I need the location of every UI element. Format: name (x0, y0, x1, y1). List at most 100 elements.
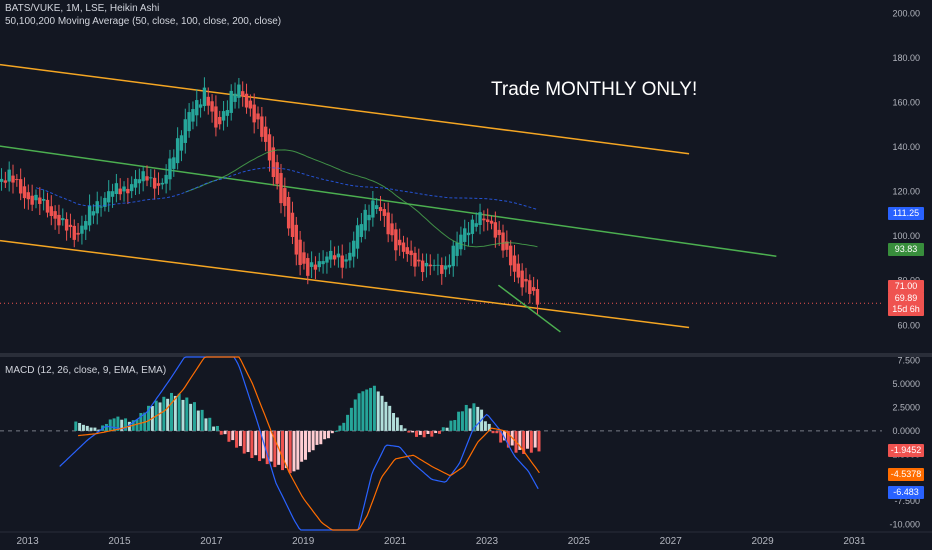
candle-body (382, 209, 387, 216)
candle-body (30, 195, 34, 205)
candle-body (34, 194, 38, 201)
candle-body (413, 252, 417, 267)
candle-body (118, 188, 122, 195)
macd-histogram-bar (361, 391, 365, 431)
x-tick-label: 2017 (200, 536, 223, 547)
symbol-legend[interactable]: BATS/VUKE, 1M, LSE, Heikin Ashi (5, 3, 160, 14)
moving-average-legend[interactable]: 50,100,200 Moving Average (50, close, 10… (5, 16, 282, 27)
x-tick-label: 2025 (568, 536, 591, 547)
macd-histogram-bar (430, 430, 434, 437)
macd-histogram-bar (449, 420, 453, 431)
macd-histogram-bar (215, 425, 219, 431)
candle-body (68, 224, 73, 227)
candle-body (26, 192, 31, 200)
macd-histogram-bar (503, 430, 507, 441)
candle-body (210, 101, 214, 112)
candle-body (524, 278, 528, 282)
candle-body (428, 264, 432, 267)
candle-body (7, 169, 11, 182)
macd-histogram-bar (254, 430, 258, 456)
macd-histogram-bar (173, 395, 177, 431)
candle-body (505, 241, 509, 250)
candle-body (409, 250, 413, 256)
candle-body (508, 245, 513, 266)
candle-body (286, 196, 291, 229)
macd-histogram-bar (242, 430, 246, 454)
macd-histogram-bar (170, 392, 173, 431)
macd-histogram-bar (185, 397, 189, 431)
macd-histogram-bar (258, 430, 262, 462)
candle-body (302, 252, 306, 264)
macd-histogram-bar (120, 419, 124, 431)
macd-histogram-bar (529, 430, 533, 453)
macd-histogram-bar (81, 424, 85, 431)
macd-histogram-bar (181, 399, 185, 431)
macd-histogram-bar (85, 425, 89, 431)
y-tick-label: 200.00 (892, 8, 920, 18)
macd-histogram-bar (192, 402, 196, 431)
macd-histogram-bar (238, 430, 242, 447)
candle-body (486, 219, 490, 222)
candle-body (417, 259, 421, 262)
candle-body (3, 180, 8, 183)
candle-body (195, 100, 199, 116)
macd-histogram-bar (422, 430, 426, 438)
candle-body (332, 255, 337, 260)
macd-histogram-bar (384, 401, 388, 431)
candle-body (72, 225, 76, 240)
candle-body (447, 264, 452, 268)
candle-body (352, 240, 356, 257)
trendline (497, 284, 561, 333)
macd-histogram-bar (522, 430, 526, 454)
macd-histogram-bar (334, 430, 338, 432)
macd-histogram-bar (208, 417, 212, 431)
candle-body (53, 211, 57, 219)
trade-monthly-annotation[interactable]: Trade MONTHLY ONLY! (491, 79, 698, 100)
x-tick-label: 2029 (751, 536, 774, 547)
candle-body (172, 157, 176, 169)
macd-histogram-bar (189, 403, 193, 431)
candle-body (218, 116, 222, 125)
candle-body (420, 260, 425, 273)
macd-histogram-bar (319, 430, 323, 445)
candle-body (229, 90, 233, 113)
macd-legend[interactable]: MACD (12, 26, close, 9, EMA, EMA) (5, 365, 167, 376)
macd-histogram-bar (380, 395, 384, 431)
trendline-drawings[interactable] (0, 63, 777, 333)
macd-histogram-bar (288, 430, 292, 474)
macd-histogram-bar (139, 412, 143, 431)
macd-histogram-bar (376, 391, 380, 431)
macd-histogram-bar (346, 414, 350, 431)
candle-body (38, 197, 42, 204)
candle-body (455, 242, 459, 256)
macd-histogram-bar (388, 405, 392, 431)
macd-tick-label: 5.0000 (892, 379, 920, 389)
candle-body (512, 255, 517, 272)
candle-body (321, 261, 325, 265)
candle-body (271, 147, 276, 178)
candle-body (340, 255, 344, 268)
macd-histogram-bar (97, 429, 101, 431)
macd-histogram-bar (219, 430, 223, 435)
y-tick-label: 160.00 (892, 97, 920, 107)
candle-body (531, 287, 536, 291)
macd-histogram-bar (518, 430, 522, 450)
candle-body (489, 220, 494, 224)
candle-body (436, 264, 440, 266)
candle-body (374, 205, 379, 210)
candle-body (263, 126, 268, 142)
macd-histogram-bar (426, 430, 430, 434)
macd-histogram-bar (476, 406, 480, 431)
x-tick-label: 2031 (843, 536, 866, 547)
candle-body (401, 242, 406, 252)
candle-body (57, 214, 61, 226)
macd-histogram-bar (78, 422, 82, 431)
candle-body (256, 113, 260, 120)
x-tick-label: 2013 (16, 536, 39, 547)
candle-body (152, 177, 157, 189)
macd-histogram-bar (418, 430, 422, 435)
macd-histogram-bar (315, 430, 319, 445)
macd-histogram-bar (411, 430, 415, 433)
candle-body (84, 221, 88, 230)
